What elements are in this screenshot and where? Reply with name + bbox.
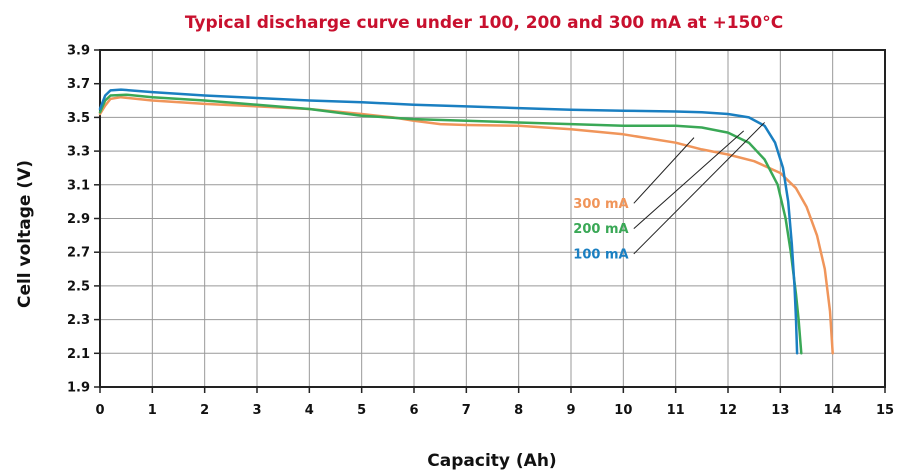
- y-tick-label: 2.3: [67, 313, 90, 328]
- x-tick-label: 7: [462, 403, 471, 418]
- grid: [100, 50, 885, 387]
- series-lines: [98, 88, 834, 355]
- x-tick-label: 11: [667, 403, 685, 418]
- y-tick-label: 3.9: [67, 44, 90, 59]
- x-tick-label: 4: [305, 403, 314, 418]
- x-tick-label: 5: [357, 403, 366, 418]
- y-tick-label: 3.1: [67, 178, 90, 193]
- x-tick-label: 15: [876, 403, 894, 418]
- y-tick-label: 2.7: [67, 246, 90, 261]
- annotation-label-200-ma: 200 mA: [573, 222, 628, 237]
- series-line-100-ma: [98, 88, 799, 355]
- x-tick-label: 8: [514, 403, 523, 418]
- annotation-pointer-100-ma: [633, 122, 765, 255]
- x-tick-label: 14: [824, 403, 842, 418]
- y-tick-label: 3.5: [67, 111, 90, 126]
- chart-title: Typical discharge curve under 100, 200 a…: [185, 13, 783, 33]
- annotation-label-300-ma: 300 mA: [573, 197, 628, 212]
- y-tick-label: 2.9: [67, 212, 90, 227]
- annotation-pointer-300-ma: [633, 137, 695, 204]
- series-annotations: 300 mA 200 mA 100 mA: [573, 122, 765, 262]
- x-tick-label: 6: [409, 403, 418, 418]
- x-tick-label: 12: [719, 403, 737, 418]
- annotation-label-100-ma: 100 mA: [573, 247, 628, 262]
- x-tick-label: 10: [614, 403, 632, 418]
- y-axis-title: Cell voltage (V): [15, 160, 35, 308]
- x-tick-label: 13: [771, 403, 789, 418]
- x-tick-label: 0: [95, 403, 104, 418]
- x-axis-ticks: 0 1 2 3 4 5 6 7 8 9 10 11 12 13 14 15: [95, 387, 894, 418]
- x-tick-label: 9: [566, 403, 575, 418]
- y-tick-label: 3.3: [67, 145, 90, 160]
- y-tick-label: 3.7: [67, 77, 90, 92]
- y-tick-label: 2.1: [67, 347, 90, 362]
- x-tick-label: 2: [200, 403, 209, 418]
- x-tick-label: 3: [252, 403, 261, 418]
- y-tick-label: 1.9: [67, 381, 90, 396]
- x-tick-label: 1: [148, 403, 157, 418]
- y-tick-label: 2.5: [67, 279, 90, 294]
- y-axis-ticks: 1.9 2.1 2.3 2.5 2.7 2.9 3.1 3.3 3.5 3.7 3.9: [67, 44, 100, 396]
- series-line-300-ma: [98, 95, 834, 355]
- x-axis-title: Capacity (Ah): [427, 451, 556, 471]
- series-line-200-ma: [98, 93, 803, 355]
- annotation-pointer-200-ma: [633, 130, 745, 229]
